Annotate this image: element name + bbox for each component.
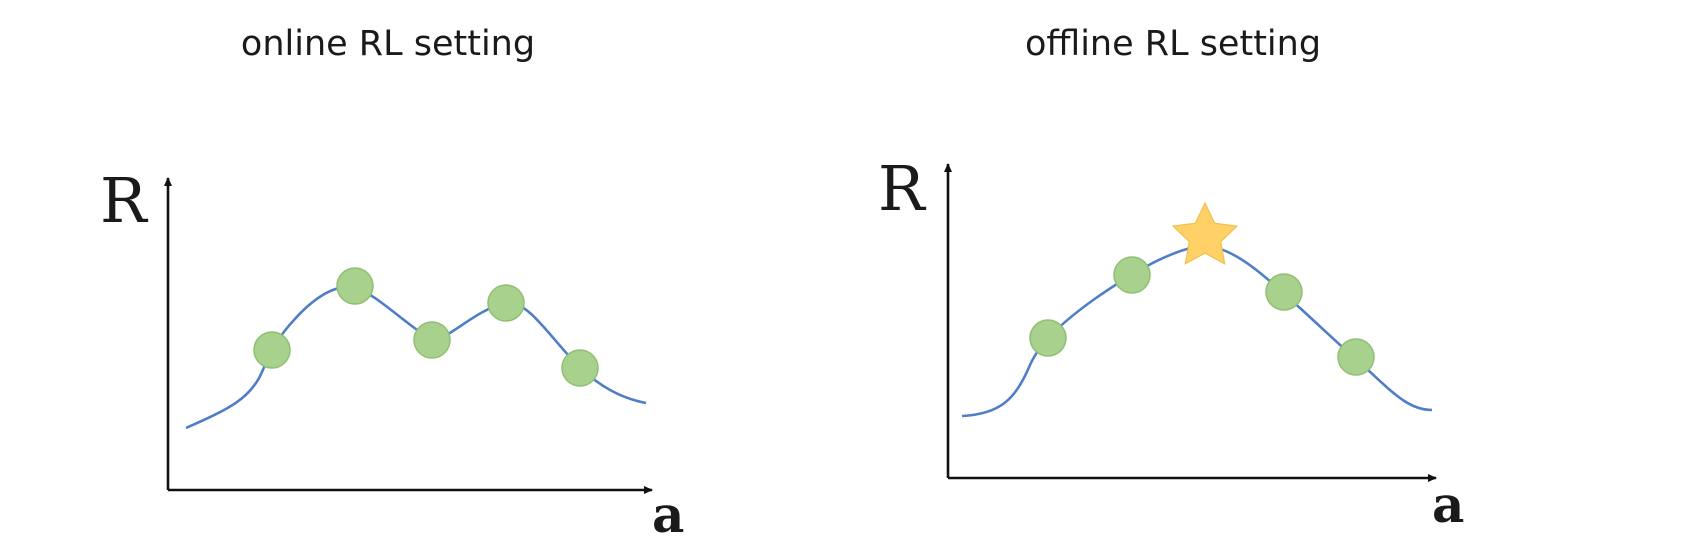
offline-data-point [1113,256,1151,294]
online-data-point [561,349,599,387]
offline-data-point [1265,273,1303,311]
offline-panel: R a [878,152,1464,534]
online-data-point [413,321,451,359]
online-y-axis-label: R [100,164,149,237]
online-panel: R a [100,164,684,544]
online-x-axis-label: a [652,485,684,544]
offline-data-point [1029,319,1067,357]
offline-data-point [1337,338,1375,376]
online-panel-title: online RL setting [240,24,536,64]
offline-y-axis-label: R [878,152,927,225]
optimum-star-icon [1171,201,1239,265]
online-data-point [253,331,291,369]
online-data-point [487,284,525,322]
offline-x-axis-label: a [1432,475,1464,534]
online-reward-curve [185,285,647,430]
offline-panel-title: offline RL setting [1024,24,1322,64]
online-data-point [336,267,374,305]
